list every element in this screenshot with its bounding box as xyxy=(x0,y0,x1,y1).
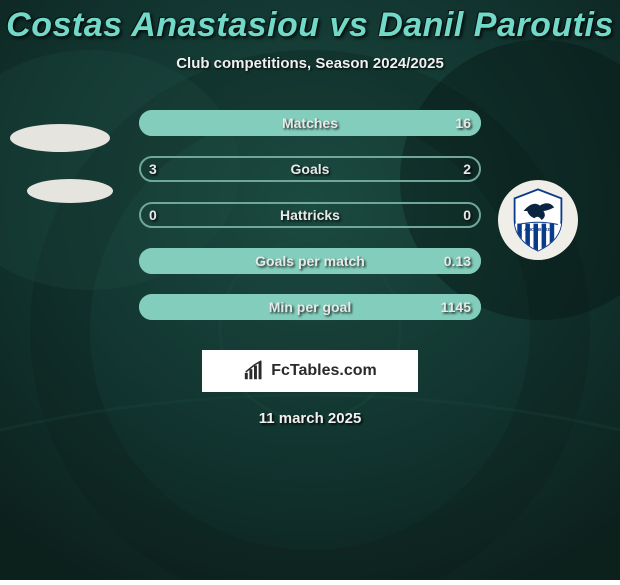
date-label: 11 march 2025 xyxy=(259,410,362,427)
player1-club-placeholder xyxy=(27,179,113,203)
player1-photo-placeholder xyxy=(10,124,110,152)
stat-label: Goals xyxy=(291,161,330,177)
stat-label: Hattricks xyxy=(280,207,340,223)
page-subtitle: Club competitions, Season 2024/2025 xyxy=(176,55,444,72)
stat-value-right: 1145 xyxy=(441,299,471,315)
stat-value-left: 3 xyxy=(149,161,157,177)
stat-row: 3 Goals 2 xyxy=(139,156,481,182)
page-title: Costas Anastasiou vs Danil Paroutis xyxy=(6,6,614,45)
anorthosis-crest-icon: ΑΝΟΡΘΩΣΙΣ xyxy=(502,184,574,256)
branding-label: FcTables.com xyxy=(271,362,377,380)
stat-value-right: 16 xyxy=(455,115,471,131)
stat-label: Goals per match xyxy=(255,253,365,269)
stat-value-right: 0 xyxy=(463,207,471,223)
stat-value-right: 2 xyxy=(463,161,471,177)
bar-chart-icon xyxy=(243,360,265,382)
stat-value-left: 0 xyxy=(149,207,157,223)
stat-row: Min per goal 1145 xyxy=(139,294,481,320)
branding-box: FcTables.com xyxy=(202,350,418,392)
stat-label: Matches xyxy=(282,115,338,131)
stat-row: 0 Hattricks 0 xyxy=(139,202,481,228)
stat-value-right: 0.13 xyxy=(444,253,471,269)
stat-row: Goals per match 0.13 xyxy=(139,248,481,274)
stat-label: Min per goal xyxy=(269,299,351,315)
stat-row: Matches 16 xyxy=(139,110,481,136)
player2-club-badge: ΑΝΟΡΘΩΣΙΣ xyxy=(498,180,578,260)
svg-text:ΑΝΟΡΘΩΣΙΣ: ΑΝΟΡΘΩΣΙΣ xyxy=(524,227,552,232)
